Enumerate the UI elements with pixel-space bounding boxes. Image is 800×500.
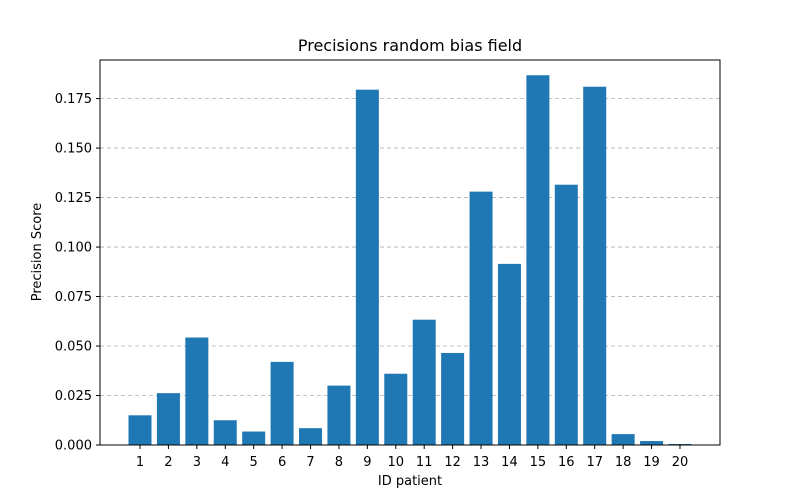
y-tick-label: 0.000 [55, 439, 92, 454]
x-tick-label: 4 [221, 455, 229, 470]
y-tick-label: 0.175 [55, 92, 92, 107]
y-tick-label: 0.150 [55, 142, 92, 157]
bar-9 [355, 89, 379, 445]
bar-3 [185, 337, 209, 445]
plot-frame [99, 59, 721, 446]
x-tick-label: 16 [558, 455, 575, 470]
bar-13 [469, 191, 493, 445]
bar-5 [242, 431, 266, 445]
x-tick-label: 20 [672, 455, 689, 470]
bar-16 [554, 184, 578, 445]
x-tick-label: 15 [530, 455, 547, 470]
x-tick-label: 13 [473, 455, 490, 470]
y-tick-label: 0.100 [55, 241, 92, 256]
x-tick-label: 1 [136, 455, 144, 470]
chart-title: Precisions random bias field [298, 36, 522, 55]
x-tick-label: 3 [193, 455, 201, 470]
bar-6 [270, 361, 294, 445]
y-tick-label: 0.075 [55, 290, 92, 305]
x-tick-label: 2 [164, 455, 172, 470]
bar-12 [441, 352, 465, 445]
y-tick-label: 0.050 [55, 340, 92, 355]
y-axis: 0.000 0.025 0.050 0.075 0.100 0.125 0.150 0.175 [55, 92, 100, 454]
x-tick-label: 5 [250, 455, 258, 470]
x-axis: 1 2 3 4 5 6 7 8 9 10 11 12 13 14 15 16 17 18 19 20 [136, 445, 688, 470]
bar-14 [497, 263, 521, 445]
x-tick-label: 11 [416, 455, 433, 470]
bar-19 [640, 441, 664, 445]
x-tick-label: 19 [643, 455, 660, 470]
bar-8 [327, 385, 351, 445]
bar-1 [128, 415, 152, 445]
bar-10 [384, 373, 408, 445]
bar-2 [156, 393, 180, 445]
bar-7 [299, 428, 323, 445]
bars [128, 75, 692, 446]
bar-11 [412, 319, 436, 445]
y-tick-label: 0.025 [55, 389, 92, 404]
y-axis-label: Precision Score [30, 203, 45, 302]
x-axis-label: ID patient [378, 474, 442, 489]
grid-lines [100, 98, 720, 396]
x-tick-label: 14 [501, 455, 518, 470]
x-tick-label: 10 [388, 455, 405, 470]
x-tick-label: 17 [586, 455, 603, 470]
x-tick-label: 9 [363, 455, 371, 470]
x-tick-label: 12 [444, 455, 461, 470]
bar-15 [526, 75, 550, 446]
x-tick-label: 7 [306, 455, 314, 470]
x-tick-label: 6 [278, 455, 286, 470]
y-tick-label: 0.125 [55, 191, 92, 206]
bar-4 [213, 420, 237, 445]
bar-18 [611, 434, 635, 445]
x-tick-label: 8 [335, 455, 343, 470]
bar-17 [583, 86, 607, 445]
x-tick-label: 18 [615, 455, 632, 470]
